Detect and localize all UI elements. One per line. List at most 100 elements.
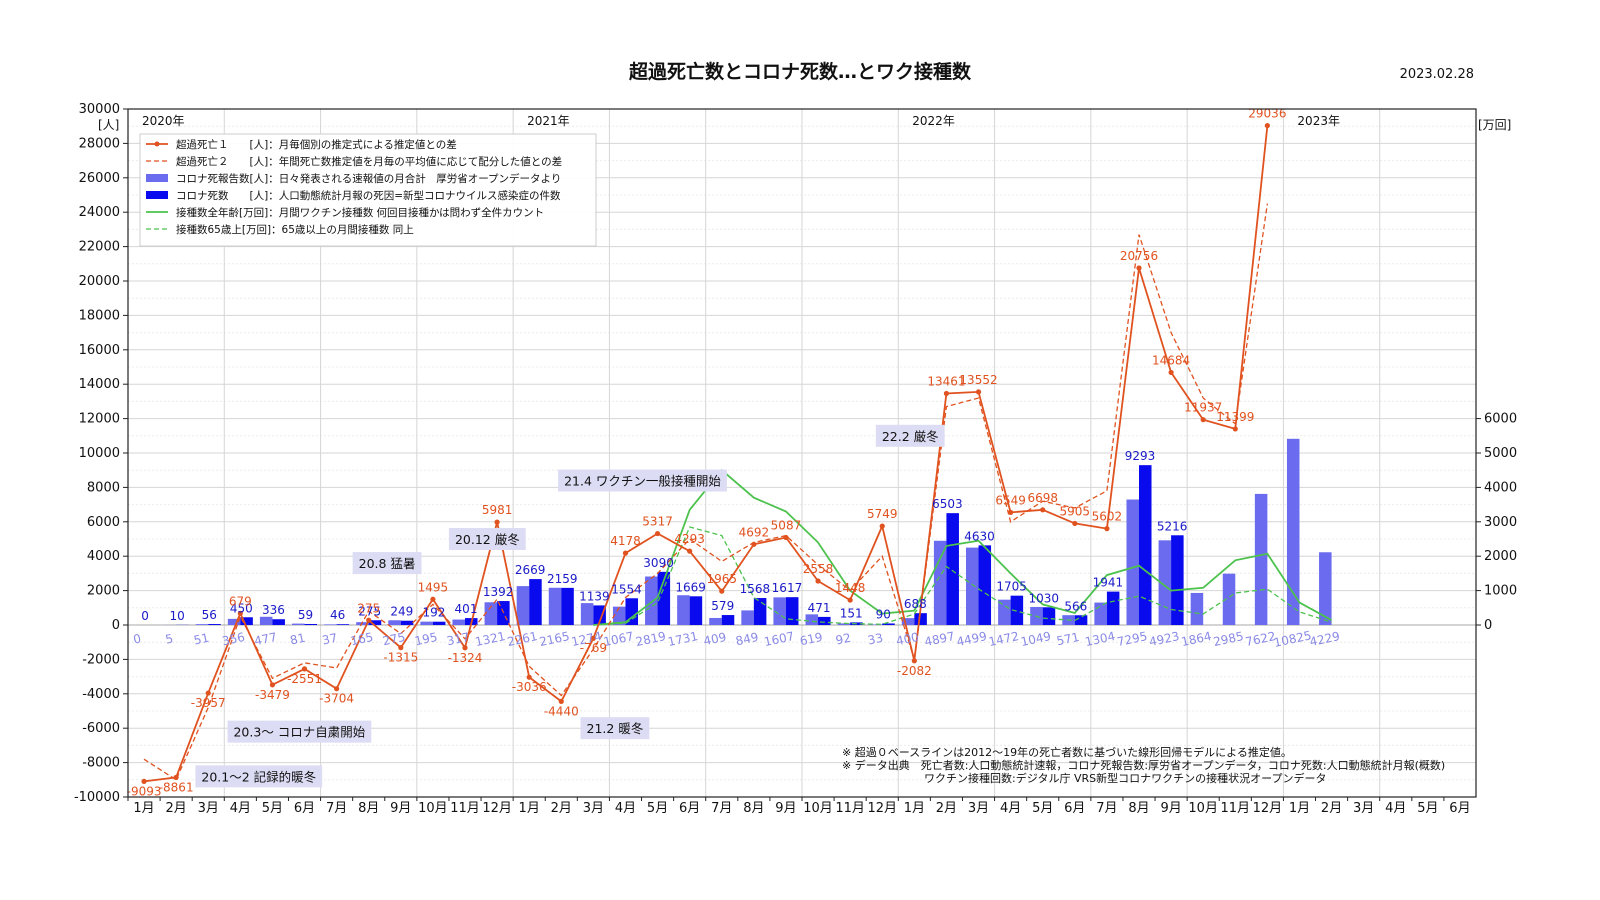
data-label-covid-reported: 165 (349, 630, 374, 648)
annotation-label: 20.1〜2 記録的暖冬 (201, 769, 316, 784)
data-label-covid-reported: 33 (866, 631, 884, 648)
data-label-covid-reported: 81 (289, 631, 307, 648)
bar-covid-deaths (689, 596, 703, 625)
line-vaccine-all-ages (593, 468, 1333, 626)
data-label-covid-reported: 1049 (1019, 629, 1052, 649)
y2-tick-label: 4000 (1484, 480, 1517, 495)
bar-covid-reported (612, 606, 626, 625)
axes-layer: -10000-8000-6000-4000-200002000400060008… (74, 102, 1517, 816)
bar-covid-reported (1190, 592, 1204, 625)
data-label-excess-deaths: 5602 (1092, 510, 1123, 524)
y-tick-label: -8000 (82, 756, 120, 771)
y-tick-label: -4000 (82, 687, 120, 702)
annotation-box (195, 765, 323, 788)
bar-covid-deaths (208, 624, 221, 625)
legend-entry: 接種数65歳上[万回]：65歳以上の月間接種数 同上 (176, 223, 414, 236)
data-label-covid-reported: 356 (221, 630, 246, 648)
bar-covid-deaths (978, 545, 992, 625)
y2-tick-label: 2000 (1484, 549, 1517, 564)
data-label-covid-deaths: 5216 (1157, 519, 1188, 533)
data-label-covid-deaths: 3090 (643, 556, 674, 570)
point-excess-deaths-1 (1264, 122, 1270, 129)
y-unit-right: [万回] (1478, 118, 1511, 132)
bar-covid-reported (837, 623, 851, 625)
data-label-covid-deaths: 4630 (964, 529, 995, 543)
data-label-covid-reported: 1864 (1180, 629, 1213, 649)
data-label-excess-deaths: -4440 (544, 704, 579, 718)
x-tick-label: 1月 (1289, 801, 1310, 816)
line-excess-deaths-1 (143, 125, 1269, 783)
data-label-covid-deaths: 579 (711, 599, 734, 613)
data-label-excess-deaths: 4178 (610, 534, 641, 548)
data-label-excess-deaths: 1965 (706, 572, 737, 586)
annotations-layer: 20.1〜2 記録的暖冬 20.3〜 コロナ自粛開始 20.8 猛暑 20.12 厳冬… (195, 424, 945, 788)
data-label-covid-reported: 1731 (666, 629, 699, 649)
legend-swatch (146, 174, 168, 182)
y-tick-label: 8000 (87, 480, 120, 495)
data-label-covid-deaths: 1941 (1093, 576, 1124, 590)
line-vaccine-65plus (593, 526, 1332, 626)
bar-covid-deaths (529, 579, 542, 625)
x-tick-label: 7月 (711, 801, 732, 816)
data-label-covid-reported: 1067 (602, 629, 635, 649)
data-label-covid-reported: 1304 (1084, 629, 1117, 649)
data-label-covid-reported: 275 (381, 630, 406, 648)
bar-covid-deaths (785, 597, 799, 625)
data-label-covid-reported: 51 (192, 631, 210, 648)
data-label-covid-deaths: 1139 (579, 589, 610, 603)
y-tick-label: -2000 (82, 652, 120, 667)
data-label-covid-reported: 4229 (1308, 629, 1341, 649)
y2-tick-label: 5000 (1484, 446, 1517, 461)
data-label-covid-reported: 7295 (1116, 629, 1149, 649)
data-label-excess-deaths: -769 (580, 641, 607, 655)
x-tick-label: 12月 (482, 801, 512, 816)
y-tick-label: 26000 (79, 171, 120, 186)
y-tick-label: -10000 (74, 790, 120, 805)
data-label-covid-reported: 400 (895, 630, 920, 648)
data-label-excess-deaths: -8861 (159, 780, 194, 794)
annotation-label: 21.4 ワクチン一般接種開始 (564, 474, 721, 489)
bar-covid-reported (998, 599, 1011, 625)
data-label-covid-reported: 619 (799, 630, 824, 648)
bar-covid-deaths (753, 598, 767, 625)
x-tick-label: 1月 (904, 801, 925, 816)
data-label-excess-deaths: 11399 (1216, 410, 1254, 424)
annotation-label: 20.8 猛暑 (359, 556, 416, 571)
x-tick-label: 6月 (1449, 801, 1470, 816)
bar-covid-reported (580, 603, 594, 625)
legend-marker (154, 141, 160, 147)
x-tick-label: 4月 (615, 801, 636, 816)
data-label-excess-deaths: 29036 (1248, 107, 1286, 121)
data-label-covid-reported: 849 (734, 630, 759, 648)
data-label-excess-deaths: 5905 (1060, 504, 1091, 518)
bar-covid-reported (516, 586, 530, 625)
annotation-box (448, 528, 526, 550)
x-tick-label: 12月 (1253, 801, 1283, 816)
data-label-excess-deaths: 2558 (803, 562, 834, 576)
legend-entry: コロナ死報告数[人]：日々発表される速報値の月合計 厚労省オープンデータより (176, 172, 561, 185)
notes: ※ 超過０ベースラインは2012〜19年の死亡者数に基づいた線形回帰モデルによる… (842, 745, 1445, 785)
bar-covid-reported (259, 616, 273, 625)
y-tick-label: -6000 (82, 721, 120, 736)
data-label-excess-deaths: 20756 (1120, 249, 1158, 263)
x-tick-label: 10月 (1188, 801, 1218, 816)
bar-covid-deaths (1106, 591, 1120, 625)
x-tick-label: 3月 (198, 801, 219, 816)
bar-covid-deaths (625, 598, 638, 625)
y-tick-label: 16000 (79, 343, 120, 358)
y-tick-label: 12000 (79, 412, 120, 427)
y2-tick-label: 3000 (1484, 515, 1517, 530)
data-label-excess-deaths: -3957 (191, 696, 226, 710)
annotation-label: 22.2 厳冬 (882, 429, 939, 444)
bar-covid-reported (388, 620, 401, 625)
bar-covid-deaths (721, 615, 735, 625)
bars-layer (163, 438, 1332, 625)
annotation-box (558, 469, 727, 492)
x-tick-label: 8月 (358, 801, 379, 816)
data-label-covid-reported: 571 (1055, 630, 1080, 648)
data-label-excess-deaths: 275 (357, 601, 380, 615)
note-vaccine-source: ワクチン接種回数:デジタル庁 VRS新型コロナワクチンの接種状況オープンデータ (924, 771, 1326, 785)
data-label-excess-deaths: 6698 (1027, 491, 1058, 505)
